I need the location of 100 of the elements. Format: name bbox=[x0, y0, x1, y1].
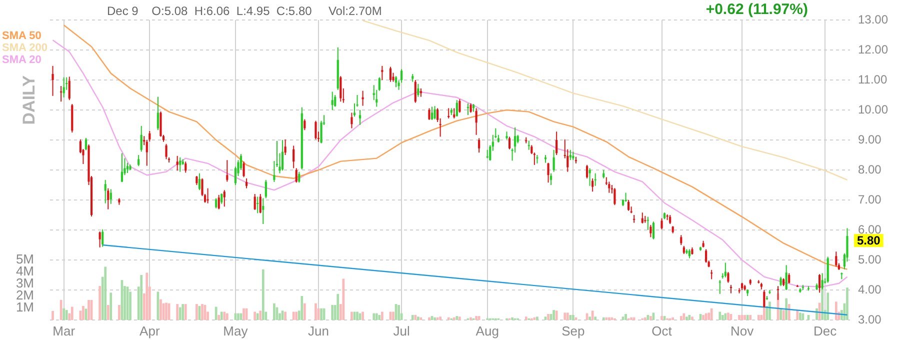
candlestick bbox=[165, 143, 168, 160]
bar bbox=[300, 296, 304, 320]
candlestick bbox=[780, 276, 782, 287]
candlestick bbox=[608, 181, 610, 194]
candlestick bbox=[569, 149, 572, 161]
bar bbox=[434, 317, 436, 320]
x-tick-label: Oct bbox=[652, 323, 672, 338]
candlestick bbox=[389, 66, 392, 82]
candlestick bbox=[281, 140, 284, 172]
candlestick bbox=[298, 171, 300, 184]
bar bbox=[682, 313, 686, 320]
candlestick bbox=[458, 98, 461, 114]
x-tick-label: Jul bbox=[393, 323, 410, 338]
candlestick bbox=[176, 155, 178, 172]
candlestick bbox=[660, 218, 663, 230]
candlestick bbox=[788, 272, 790, 284]
bar bbox=[785, 298, 788, 320]
y-tick-label: 9.00 bbox=[858, 132, 882, 146]
candlestick bbox=[475, 108, 478, 136]
candlestick bbox=[680, 234, 682, 246]
candlestick bbox=[478, 138, 480, 154]
bar bbox=[569, 314, 572, 320]
bar bbox=[718, 312, 722, 320]
candlestick bbox=[254, 194, 256, 210]
candlestick bbox=[428, 108, 430, 120]
candlestick bbox=[508, 136, 511, 150]
bar bbox=[140, 275, 143, 320]
bar bbox=[721, 314, 724, 320]
candlestick bbox=[107, 188, 110, 210]
bar bbox=[237, 313, 240, 320]
bar bbox=[536, 316, 538, 320]
bar bbox=[223, 312, 226, 320]
bar bbox=[336, 294, 340, 320]
bar bbox=[303, 303, 306, 320]
text: 5.80 bbox=[857, 233, 881, 248]
bar bbox=[62, 308, 66, 320]
bar bbox=[458, 316, 461, 320]
candlestick bbox=[179, 156, 182, 172]
candlestick bbox=[358, 110, 362, 126]
candlestick bbox=[120, 152, 124, 182]
bar bbox=[594, 316, 597, 320]
bar bbox=[342, 278, 345, 320]
candlestick bbox=[102, 228, 104, 248]
candlestick bbox=[430, 106, 434, 120]
candlestick bbox=[641, 212, 644, 224]
bar bbox=[320, 308, 322, 320]
candlestick bbox=[650, 224, 652, 238]
candlestick bbox=[588, 168, 591, 186]
bar bbox=[254, 312, 256, 320]
candlestick bbox=[138, 154, 140, 167]
bar bbox=[624, 314, 627, 320]
bar bbox=[646, 314, 650, 320]
bar bbox=[65, 310, 68, 320]
bar bbox=[392, 312, 394, 320]
candlestick bbox=[304, 118, 306, 131]
bar bbox=[165, 302, 168, 320]
bar bbox=[106, 305, 110, 320]
bar bbox=[314, 303, 317, 320]
candlestick bbox=[156, 96, 159, 131]
chart-title: Dec 9 O:5.08 H:6.06 L:4.95 C:5.80 Vol:2.70M bbox=[107, 4, 382, 18]
bar bbox=[414, 314, 417, 320]
bar bbox=[447, 317, 450, 320]
bar bbox=[70, 306, 74, 320]
candlestick bbox=[448, 108, 450, 119]
candlestick bbox=[414, 80, 416, 104]
candlestick bbox=[646, 216, 649, 230]
candlestick bbox=[434, 106, 436, 120]
bar bbox=[118, 305, 120, 320]
x-tick-label: Sep bbox=[562, 323, 585, 338]
bar bbox=[456, 316, 458, 320]
bar bbox=[184, 304, 187, 320]
bar bbox=[196, 304, 198, 320]
bar bbox=[566, 312, 569, 320]
candlestick bbox=[417, 83, 420, 98]
bar bbox=[82, 306, 84, 320]
bar bbox=[284, 312, 286, 320]
bar bbox=[780, 308, 782, 320]
bar bbox=[218, 314, 220, 320]
candlestick bbox=[556, 131, 558, 156]
bar bbox=[220, 312, 223, 320]
bar bbox=[602, 317, 605, 320]
bar bbox=[372, 313, 376, 320]
candlestick bbox=[710, 269, 713, 280]
candlestick bbox=[331, 91, 334, 110]
candlestick bbox=[184, 161, 187, 174]
candlestick bbox=[652, 221, 654, 240]
bar bbox=[555, 310, 558, 320]
candlestick bbox=[718, 280, 721, 294]
bar bbox=[201, 304, 204, 320]
candlestick bbox=[592, 178, 594, 192]
bar bbox=[428, 317, 430, 320]
y-tick-label: 5.00 bbox=[858, 252, 882, 266]
candlestick bbox=[110, 188, 112, 204]
bar bbox=[702, 314, 704, 320]
bar bbox=[672, 317, 674, 320]
bar bbox=[273, 303, 276, 320]
bar bbox=[608, 317, 610, 320]
series-label: SMA 20 bbox=[1, 54, 42, 66]
candlestick bbox=[586, 164, 588, 179]
bar bbox=[178, 307, 182, 320]
